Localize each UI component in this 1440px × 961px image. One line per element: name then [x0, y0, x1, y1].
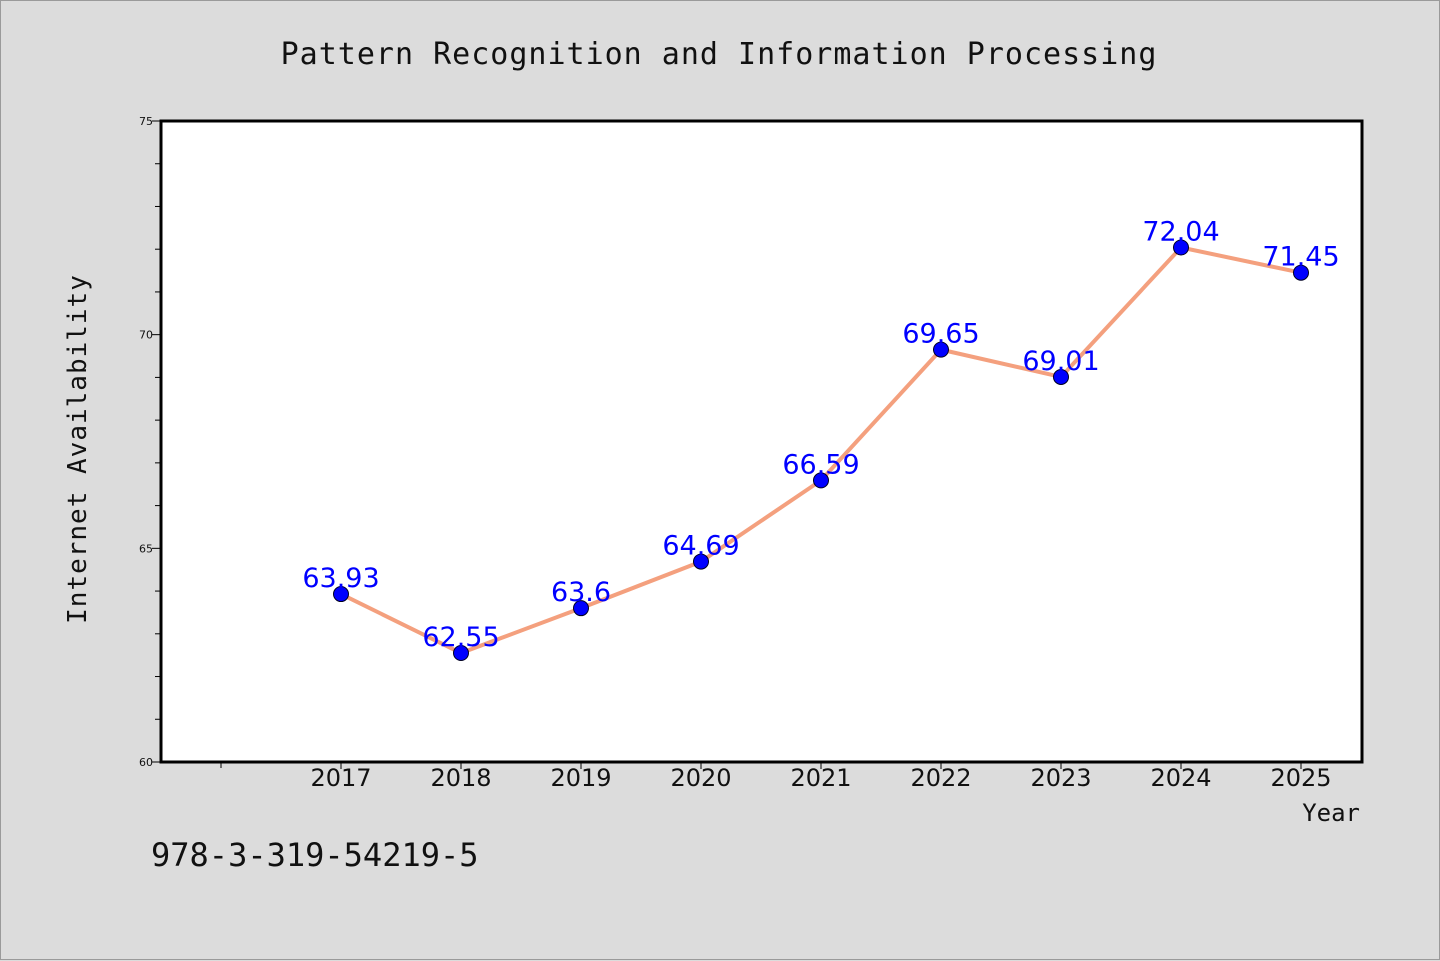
data-label: 64.69: [662, 531, 739, 562]
plot-area: [159, 119, 1364, 764]
x-tick-label: 2017: [310, 764, 371, 792]
y-tick-label: 60: [139, 756, 153, 769]
data-label: 71.45: [1262, 242, 1339, 273]
data-point: [1293, 264, 1309, 281]
series-line-group: [333, 239, 1309, 662]
y-tick-label: 70: [139, 329, 153, 342]
x-tick-label: 2022: [910, 764, 971, 792]
x-axis-label: Year: [1302, 799, 1360, 827]
data-point: [1173, 239, 1189, 256]
data-label: 69.01: [1022, 346, 1099, 377]
isbn-text: 978-3-319-54219-5: [151, 836, 479, 874]
y-axis-label: Internet Availability: [63, 274, 93, 624]
x-tick-label: 2018: [430, 764, 491, 792]
data-label: 62.55: [422, 622, 499, 653]
data-labels-group: 63.93 62.55 63.6 64.69 66.59 69.65 69.01 72.04 7…: [302, 216, 1339, 653]
data-label: 63.6: [551, 577, 611, 608]
data-point: [1053, 368, 1069, 385]
data-point: [813, 472, 829, 489]
x-tick-label: 2021: [790, 764, 851, 792]
y-axis-ticks: 60 65 70 75: [139, 115, 161, 769]
data-point: [453, 645, 469, 662]
data-point: [933, 341, 949, 358]
x-tick-label: 2020: [670, 764, 731, 792]
x-tick-label: 2023: [1030, 764, 1091, 792]
y-tick-label: 65: [139, 542, 153, 555]
data-label: 72.04: [1142, 216, 1219, 247]
chart-title: Pattern Recognition and Information Proc…: [281, 37, 1158, 72]
data-point: [333, 586, 349, 603]
data-label: 66.59: [782, 449, 859, 480]
data-label: 69.65: [902, 319, 979, 350]
x-axis-ticks: 2017 2018 2019 2020 2021 2022 2023 2024 2025: [220, 762, 1332, 792]
data-label: 63.93: [302, 563, 379, 594]
x-tick-label: 2019: [550, 764, 611, 792]
y-tick-label: 75: [139, 115, 153, 128]
data-point: [693, 553, 709, 570]
data-point: [573, 600, 589, 617]
x-tick-label: 2024: [1150, 764, 1211, 792]
x-tick-label: 2025: [1270, 764, 1331, 792]
